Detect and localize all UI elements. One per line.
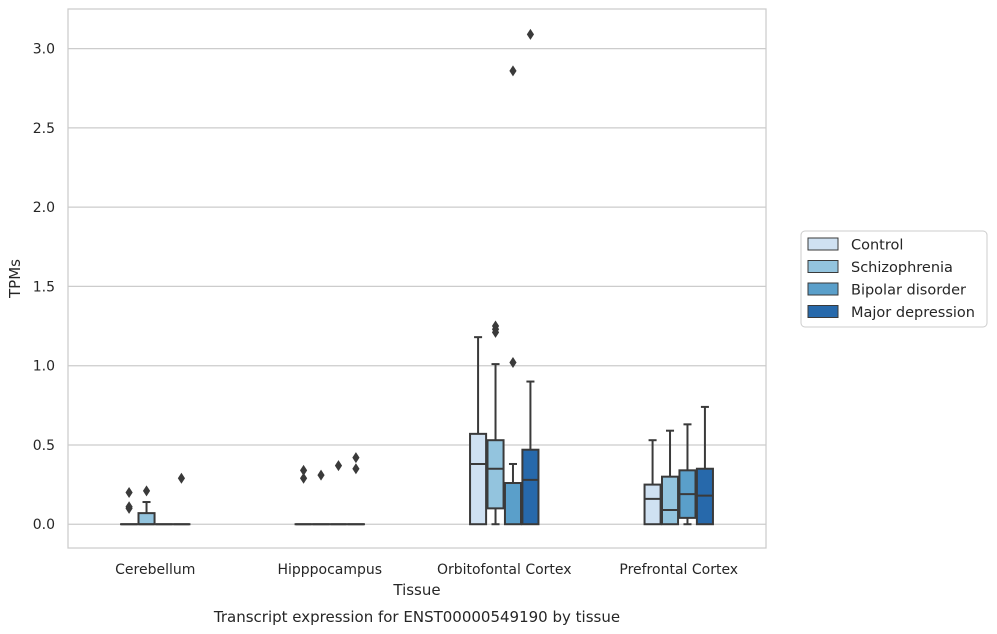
outlier-point — [334, 460, 343, 472]
y-tick-label: 1.5 — [33, 279, 55, 295]
box-iqr — [643, 483, 662, 526]
y-tick-label: 0.0 — [33, 517, 55, 533]
legend-label: Control — [851, 238, 903, 254]
box-iqr — [469, 432, 488, 526]
legend-item: Bipolar disorder — [807, 282, 966, 299]
outlier-point — [352, 452, 360, 464]
box-major-depression — [695, 405, 714, 526]
y-tick-label: 2.5 — [33, 121, 55, 137]
legend-item: Major depression — [807, 305, 975, 321]
outlier-point — [491, 320, 500, 332]
legend-swatch — [807, 282, 839, 296]
outlier-point — [299, 464, 308, 476]
outlier-point — [509, 357, 517, 369]
legend-swatch — [807, 305, 839, 318]
box-iqr — [660, 475, 680, 526]
x-tick-label: Orbitofontal Cortex — [437, 562, 572, 578]
box-major-depression — [346, 452, 365, 526]
y-tick-label: 0.5 — [33, 438, 55, 454]
legend-item: Control — [807, 237, 903, 254]
chart-title: Transcript expression for ENST0000054919… — [213, 608, 620, 626]
box-schizophrenia — [137, 485, 156, 526]
outlier-point — [352, 463, 360, 475]
y-tick-label: 3.0 — [33, 42, 55, 58]
y-tick-labels: 0.0 0.5 1.0 1.5 2.0 2.5 3.0 — [33, 42, 55, 534]
x-tick-label: Cerebellum — [115, 562, 195, 578]
box-iqr — [521, 448, 540, 526]
box-control — [120, 487, 139, 526]
box-bipolar-disorder — [503, 65, 523, 526]
legend-label: Major depression — [851, 305, 975, 321]
box-bipolar-disorder — [329, 460, 348, 526]
box-schizophrenia — [660, 429, 680, 526]
x-tick-label: Prefrontal Cortex — [619, 562, 738, 578]
box-major-depression — [172, 472, 191, 526]
y-tick-label: 2.0 — [33, 200, 55, 216]
legend-item: Schizophrenia — [807, 260, 953, 276]
x-axis-label: Tissue — [392, 581, 440, 599]
legend-swatch — [807, 260, 839, 273]
box-iqr — [503, 482, 523, 526]
box-control — [294, 464, 313, 526]
legend-label: Bipolar disorder — [851, 283, 966, 299]
outlier-point — [177, 472, 186, 484]
box-schizophrenia — [486, 320, 505, 526]
outlier-point — [125, 501, 133, 513]
box-iqr — [486, 439, 505, 510]
plot-frame — [67, 8, 767, 549]
outlier-point — [526, 28, 535, 40]
box-schizophrenia — [311, 469, 331, 526]
outlier-point — [299, 472, 308, 484]
legend: Control Schizophrenia Bipolar disorder Majo… — [800, 230, 988, 328]
box-series — [120, 28, 714, 526]
outlier-point — [317, 469, 325, 481]
outlier-point — [125, 487, 133, 499]
box-bipolar-disorder — [678, 423, 697, 526]
y-tick-label: 1.0 — [33, 359, 55, 375]
outlier-point — [509, 65, 517, 77]
x-tick-labels: Cerebellum Hipppocampus Orbitofontal Corte… — [115, 562, 738, 578]
legend-swatch — [807, 237, 839, 251]
outlier-point — [142, 485, 151, 497]
box-iqr — [137, 512, 156, 526]
box-major-depression — [521, 28, 540, 526]
box-control — [469, 336, 488, 526]
legend-label: Schizophrenia — [851, 260, 953, 276]
y-axis-label: TPMs — [6, 259, 24, 299]
x-tick-label: Hipppocampus — [277, 562, 382, 578]
legend-frame — [800, 230, 988, 328]
box-control — [643, 439, 662, 526]
